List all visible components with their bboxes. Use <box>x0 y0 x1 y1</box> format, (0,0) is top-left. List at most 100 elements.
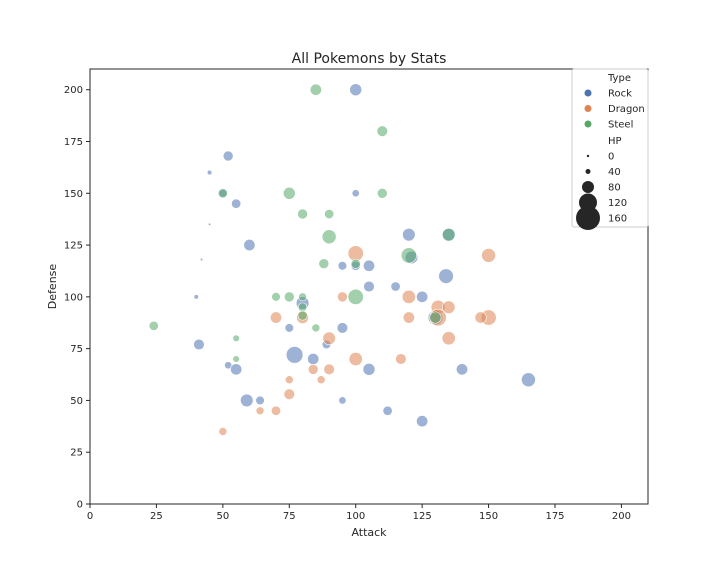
legend-size-label: 120 <box>608 198 627 209</box>
legend-label-steel: Steel <box>608 120 633 131</box>
point-rock-20 <box>336 322 349 334</box>
point-steel-1 <box>376 125 388 137</box>
x-axis-title: Attack <box>351 526 387 539</box>
point-steel-2 <box>217 188 228 199</box>
legend: Type Rock Dragon Steel HP 0 40 80 120 160 <box>571 68 649 230</box>
point-rock-37 <box>207 222 212 226</box>
legend-hue-title: Type <box>607 73 631 84</box>
point-dragon-13 <box>322 331 336 345</box>
plot-frame <box>89 68 649 505</box>
point-rock-11 <box>337 261 348 271</box>
point-rock-32 <box>255 395 265 406</box>
point-dragon-1 <box>481 248 496 263</box>
point-rock-24 <box>285 346 304 364</box>
legend-size-title: HP <box>608 136 622 147</box>
x-tick-label: 25 <box>150 511 163 522</box>
point-dragon-5 <box>442 300 456 314</box>
point-rock-16 <box>416 290 429 303</box>
point-steel-9 <box>400 247 417 264</box>
point-rock-2 <box>206 169 213 176</box>
point-rock-35 <box>416 415 429 428</box>
legend-marker-steel <box>584 120 592 128</box>
x-tick-label: 75 <box>283 511 296 522</box>
ticks-layer: 0 25 50 75 100 125 150 175 200 0 25 50 75 100 125 150 17… <box>64 85 631 522</box>
point-dragon-22 <box>271 405 281 416</box>
point-steel-22 <box>429 311 442 324</box>
x-tick-label: 100 <box>346 511 365 522</box>
point-dragon-15 <box>395 353 407 365</box>
point-rock-7 <box>402 228 416 242</box>
point-steel-17 <box>297 310 308 321</box>
point-dragon-16 <box>307 364 319 375</box>
point-rock-19 <box>284 323 294 333</box>
point-rock-15 <box>390 281 401 292</box>
point-rock-1 <box>222 150 234 162</box>
y-tick-label: 200 <box>64 85 83 96</box>
point-dragon-8 <box>402 311 415 324</box>
point-steel-20 <box>232 334 240 342</box>
point-steel-6 <box>324 209 335 219</box>
point-steel-4 <box>376 187 388 199</box>
point-rock-22 <box>193 338 205 351</box>
point-steel-19 <box>148 320 159 331</box>
point-rock-14 <box>363 280 375 293</box>
point-steel-0 <box>309 83 322 96</box>
point-steel-3 <box>282 186 296 200</box>
point-rock-34 <box>382 405 393 416</box>
points-layer <box>148 83 536 436</box>
point-rock-27 <box>230 363 243 376</box>
x-tick-label: 50 <box>216 511 229 522</box>
point-steel-13 <box>283 291 295 303</box>
point-dragon-3 <box>401 289 416 304</box>
point-rock-10 <box>363 259 375 272</box>
point-rock-28 <box>362 363 376 376</box>
point-rock-29 <box>456 363 468 376</box>
point-dragon-23 <box>218 427 228 436</box>
point-rock-5 <box>231 198 242 209</box>
point-steel-21 <box>232 355 240 363</box>
point-steel-16 <box>297 302 308 312</box>
point-rock-33 <box>338 396 347 405</box>
x-tick-label: 200 <box>612 511 631 522</box>
point-dragon-2 <box>337 291 348 303</box>
legend-size-marker <box>576 206 600 230</box>
x-tick-label: 150 <box>479 511 498 522</box>
point-dragon-10 <box>270 311 282 324</box>
x-tick-label: 125 <box>413 511 432 522</box>
point-dragon-7 <box>474 311 487 324</box>
y-tick-label: 100 <box>64 292 83 303</box>
y-tick-label: 50 <box>70 396 83 407</box>
legend-size-label: 160 <box>608 214 627 225</box>
legend-size-label: 80 <box>608 183 621 194</box>
point-steel-14 <box>298 292 307 302</box>
x-tick-label: 175 <box>545 511 564 522</box>
legend-size-marker <box>586 154 590 158</box>
point-rock-13 <box>438 268 454 284</box>
point-rock-31 <box>240 393 254 408</box>
point-dragon-17 <box>323 363 335 376</box>
point-steel-15 <box>347 288 364 305</box>
y-tick-label: 25 <box>70 448 83 459</box>
legend-size-marker <box>585 169 591 174</box>
point-steel-5 <box>297 208 308 220</box>
point-steel-12 <box>271 292 281 302</box>
point-rock-36 <box>199 257 204 262</box>
point-rock-25 <box>307 353 320 365</box>
point-steel-11 <box>350 258 361 269</box>
point-rock-30 <box>521 372 536 388</box>
point-rock-0 <box>349 83 363 97</box>
chart-title: All Pokemons by Stats <box>292 51 447 67</box>
point-steel-18 <box>311 323 321 333</box>
point-dragon-20 <box>283 388 295 400</box>
point-steel-10 <box>318 258 330 270</box>
y-axis-title: Defense <box>46 264 59 310</box>
legend-size-marker <box>582 181 594 193</box>
point-dragon-14 <box>348 352 363 366</box>
point-dragon-21 <box>255 406 265 416</box>
y-tick-label: 125 <box>64 241 83 252</box>
legend-marker-rock <box>584 89 592 97</box>
point-dragon-19 <box>316 375 326 385</box>
point-rock-17 <box>193 294 199 300</box>
x-tick-label: 0 <box>87 511 93 522</box>
